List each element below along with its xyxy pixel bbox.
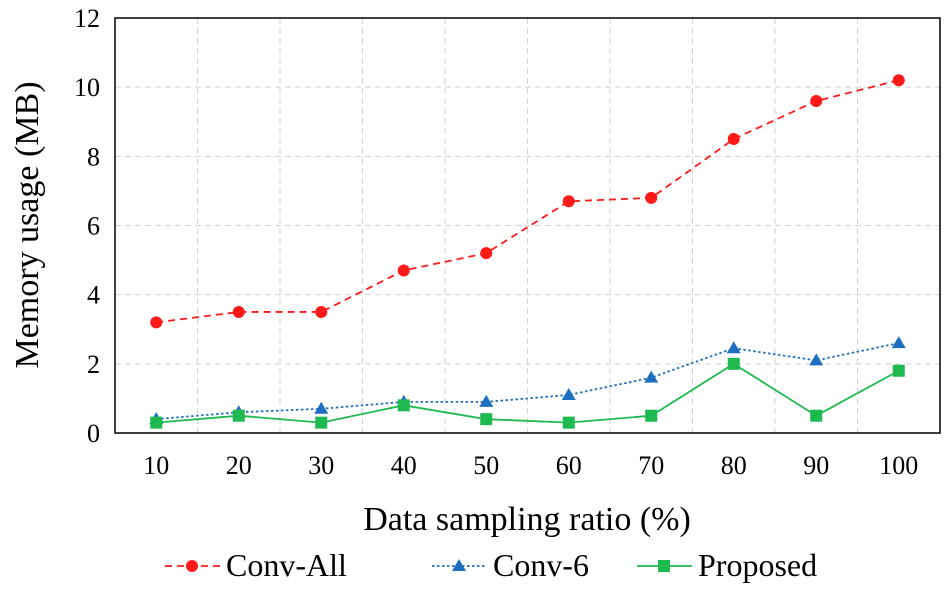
- legend-label-proposed: Proposed: [698, 547, 817, 583]
- legend-item-proposed: Proposed: [637, 547, 817, 583]
- y-tick-labels: 0 2 4 6 8 10 12: [74, 4, 100, 448]
- data-point-proposed: [645, 409, 658, 422]
- data-point-proposed: [232, 409, 245, 422]
- y-tick-label: 2: [87, 350, 100, 379]
- x-tick-label: 10: [143, 451, 169, 480]
- y-tick-label: 8: [87, 142, 100, 171]
- data-point-conv-all: [892, 74, 905, 87]
- x-tick-label: 40: [391, 451, 417, 480]
- data-point-conv-6: [561, 387, 576, 400]
- x-tick-label: 20: [226, 451, 252, 480]
- series-line-proposed: [156, 362, 900, 424]
- y-tick-label: 0: [87, 419, 100, 448]
- series-line-conv-all: [156, 79, 899, 324]
- x-tick-label: 30: [308, 451, 334, 480]
- y-tick-label: 6: [87, 212, 100, 241]
- series-layer: [149, 74, 906, 429]
- data-point-proposed: [810, 409, 823, 422]
- data-point-conv-6: [891, 336, 906, 349]
- legend-item-conv-all: Conv-All: [165, 547, 347, 583]
- data-point-conv-6: [314, 401, 329, 414]
- data-point-proposed: [397, 399, 410, 412]
- x-axis-title: Data sampling ratio (%): [363, 501, 691, 538]
- data-point-conv-all: [150, 316, 163, 329]
- x-tick-label: 50: [473, 451, 499, 480]
- data-point-proposed: [315, 416, 328, 429]
- data-point-proposed: [562, 416, 575, 429]
- data-point-conv-all: [810, 95, 823, 107]
- x-tick-label: 80: [721, 451, 747, 480]
- legend-marker-conv-all: [186, 560, 198, 572]
- data-point-proposed: [727, 357, 740, 370]
- data-point-proposed: [480, 413, 493, 426]
- legend-marker-conv-6: [452, 559, 466, 571]
- legend: Conv-All Conv-6 Proposed: [165, 547, 817, 583]
- data-point-conv-all: [480, 247, 493, 260]
- y-axis-title: Memory usage (MB): [9, 81, 46, 368]
- data-point-conv-6: [726, 341, 741, 354]
- data-point-conv-all: [232, 305, 245, 318]
- y-tick-label: 10: [74, 73, 100, 102]
- data-point-proposed: [150, 416, 163, 429]
- x-tick-label: 90: [803, 451, 829, 480]
- series-proposed: [150, 357, 905, 429]
- y-tick-label: 12: [74, 4, 100, 33]
- x-tick-labels: 10 20 30 40 50 60 70 80 90 100: [143, 451, 918, 480]
- x-tick-label: 100: [879, 451, 918, 480]
- data-point-conv-6: [644, 370, 659, 383]
- data-point-conv-6: [809, 353, 824, 366]
- series-conv-all: [150, 74, 905, 329]
- series-line-conv-6: [156, 342, 899, 421]
- data-point-conv-6: [479, 394, 494, 407]
- legend-label-conv-all: Conv-All: [226, 547, 347, 583]
- plot-area-frame: [114, 17, 941, 434]
- data-point-conv-all: [397, 264, 410, 277]
- data-point-proposed: [892, 364, 905, 377]
- data-point-conv-all: [562, 195, 575, 208]
- data-point-conv-all: [727, 133, 740, 146]
- data-point-conv-all: [645, 191, 658, 204]
- grid-lines: [115, 18, 940, 433]
- data-point-conv-all: [315, 305, 328, 318]
- legend-item-conv-6: Conv-6: [432, 547, 589, 583]
- y-tick-label: 4: [87, 281, 100, 310]
- legend-label-conv-6: Conv-6: [493, 547, 589, 583]
- x-tick-label: 70: [638, 451, 664, 480]
- legend-marker-proposed: [658, 560, 670, 572]
- x-tick-label: 60: [556, 451, 582, 480]
